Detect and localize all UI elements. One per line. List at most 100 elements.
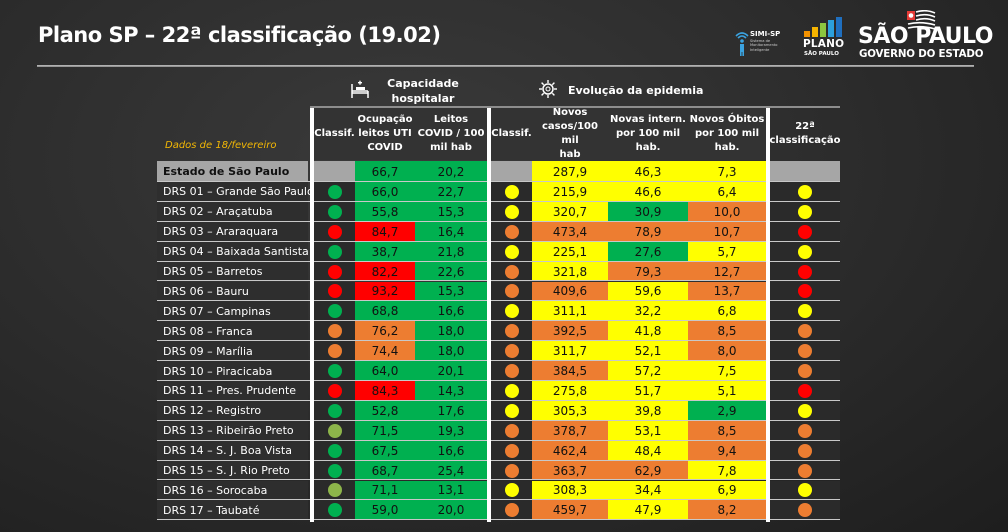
header-casos: Novos casos/100 mil hab <box>532 107 608 160</box>
page-title: Plano SP – 22ª classificação (19.02) <box>38 23 441 47</box>
ocupacao-cell: 71,5 <box>355 420 415 441</box>
classif-capacidade-cell <box>314 261 355 282</box>
final-classif-cell <box>770 261 840 282</box>
group-evolucao-epidemia: Evolução da epidemia <box>568 84 704 97</box>
casos-cell: 378,7 <box>532 420 608 441</box>
status-dot <box>798 443 812 458</box>
final-classif-cell <box>770 381 840 401</box>
table-row: DRS 12 – Registro 52,8 17,6 305,3 39,8 2,9 <box>157 400 840 421</box>
header-ocupacao: Ocupação leitos UTI COVID <box>355 108 415 160</box>
classif-capacidade-cell <box>314 361 355 381</box>
table-row: DRS 14 – S. J. Boa Vista 67,5 16,6 462,4 48,… <box>157 440 840 461</box>
status-dot <box>504 344 519 359</box>
region-name: DRS 17 – Taubaté <box>157 500 308 521</box>
table-row: DRS 16 – Sorocaba 71,1 13,1 308,3 34,4 6,9 <box>157 480 840 501</box>
governo-sp-logo: SÃO PAULO GOVERNO DO ESTADO <box>858 10 994 60</box>
status-dot <box>798 264 812 279</box>
ocupacao-cell: 82,2 <box>355 261 415 282</box>
casos-cell: 409,6 <box>532 281 608 302</box>
row-divider <box>157 181 840 182</box>
status-dot <box>504 483 519 498</box>
casos-cell: 225,1 <box>532 241 608 262</box>
classif-evolucao-cell <box>491 480 532 501</box>
intern-cell: 47,9 <box>608 500 688 521</box>
region-name: DRS 10 – Piracicaba <box>157 361 308 381</box>
final-classif-cell <box>770 281 840 302</box>
plano-title: PLANO <box>803 38 845 50</box>
intern-cell: 30,9 <box>608 201 688 222</box>
ocupacao-cell: 59,0 <box>355 500 415 521</box>
leitos-cell: 18,0 <box>415 341 487 362</box>
status-dot <box>504 503 519 518</box>
header-ocupacao-l3: COVID <box>367 142 403 153</box>
plano-sp-logo: PLANO SÃO PAULO <box>802 17 846 59</box>
classif-capacidade-cell <box>314 381 355 401</box>
table-row: DRS 09 – Marília 74,4 18,0 311,7 52,1 8,0 <box>157 341 840 362</box>
status-dot <box>327 184 342 199</box>
row-divider <box>157 260 840 262</box>
header-obitos-l1: Novos Óbitos <box>689 114 765 125</box>
ocupacao-cell: 68,8 <box>355 301 415 322</box>
final-classif-cell <box>770 361 840 381</box>
ocupacao-cell: 84,3 <box>355 381 415 401</box>
obitos-cell: 8,5 <box>688 321 766 342</box>
obitos-cell: 8,2 <box>688 500 766 521</box>
status-dot <box>327 244 342 259</box>
status-dot <box>327 383 342 398</box>
final-classif-cell <box>770 400 840 421</box>
status-dot <box>798 224 812 239</box>
classif-capacidade-cell <box>314 321 355 342</box>
classif-evolucao-cell <box>491 341 532 362</box>
obitos-cell: 2,9 <box>688 400 766 421</box>
header-intern: Novas intern. por 100 mil hab. <box>608 108 688 160</box>
status-dot <box>798 423 812 438</box>
header-classif-evolucao: Classif. <box>491 108 532 160</box>
header-leitos-l1: Leitos <box>433 114 469 125</box>
classif-capacidade-cell <box>314 480 355 501</box>
region-name: DRS 16 – Sorocaba <box>157 480 308 501</box>
classif-evolucao-cell <box>491 440 532 461</box>
classif-capacidade-cell <box>314 440 355 461</box>
header-intern-l2: por 100 mil <box>615 128 681 139</box>
casos-cell: 305,3 <box>532 400 608 421</box>
status-dot <box>798 284 812 299</box>
leitos-cell: 13,1 <box>415 480 487 501</box>
state-classif1 <box>314 161 355 182</box>
intern-cell: 46,6 <box>608 182 688 202</box>
status-dot <box>504 443 519 458</box>
state-casos: 287,9 <box>532 161 608 182</box>
status-dot <box>504 403 519 418</box>
status-dot <box>504 204 519 219</box>
obitos-cell: 8,0 <box>688 341 766 362</box>
row-divider <box>157 519 840 521</box>
ocupacao-cell: 74,4 <box>355 341 415 362</box>
classif-capacidade-cell <box>314 460 355 481</box>
state-ocupacao: 66,7 <box>355 161 415 182</box>
final-classif-cell <box>770 241 840 262</box>
final-classif-cell <box>770 420 840 441</box>
region-name: DRS 14 – S. J. Boa Vista <box>157 440 308 461</box>
header-obitos-l2: por 100 mil <box>694 128 760 139</box>
sp-subtitle: GOVERNO DO ESTADO <box>859 48 984 60</box>
ocupacao-cell: 64,0 <box>355 361 415 381</box>
casos-cell: 321,8 <box>532 261 608 282</box>
status-dot <box>798 383 812 398</box>
obitos-cell: 5,7 <box>688 241 766 262</box>
ocupacao-cell: 76,2 <box>355 321 415 342</box>
status-dot <box>504 284 519 299</box>
leitos-cell: 15,3 <box>415 281 487 302</box>
row-divider <box>157 360 840 362</box>
data-date-label: Dados de 18/fevereiro <box>165 140 277 151</box>
column-divider-middle <box>487 108 491 522</box>
group-capacidade-line2: hospitalar <box>391 92 455 105</box>
header-final: 22ª classificação <box>769 108 840 160</box>
plano-subtitle: SÃO PAULO <box>804 51 839 57</box>
classif-capacidade-cell <box>314 500 355 521</box>
status-dot <box>327 264 342 279</box>
classif-evolucao-cell <box>491 381 532 401</box>
status-dot <box>504 304 519 319</box>
hospital-bed-icon <box>351 80 369 98</box>
obitos-cell: 9,4 <box>688 440 766 461</box>
status-dot <box>798 503 812 518</box>
classif-capacidade-cell <box>314 201 355 222</box>
